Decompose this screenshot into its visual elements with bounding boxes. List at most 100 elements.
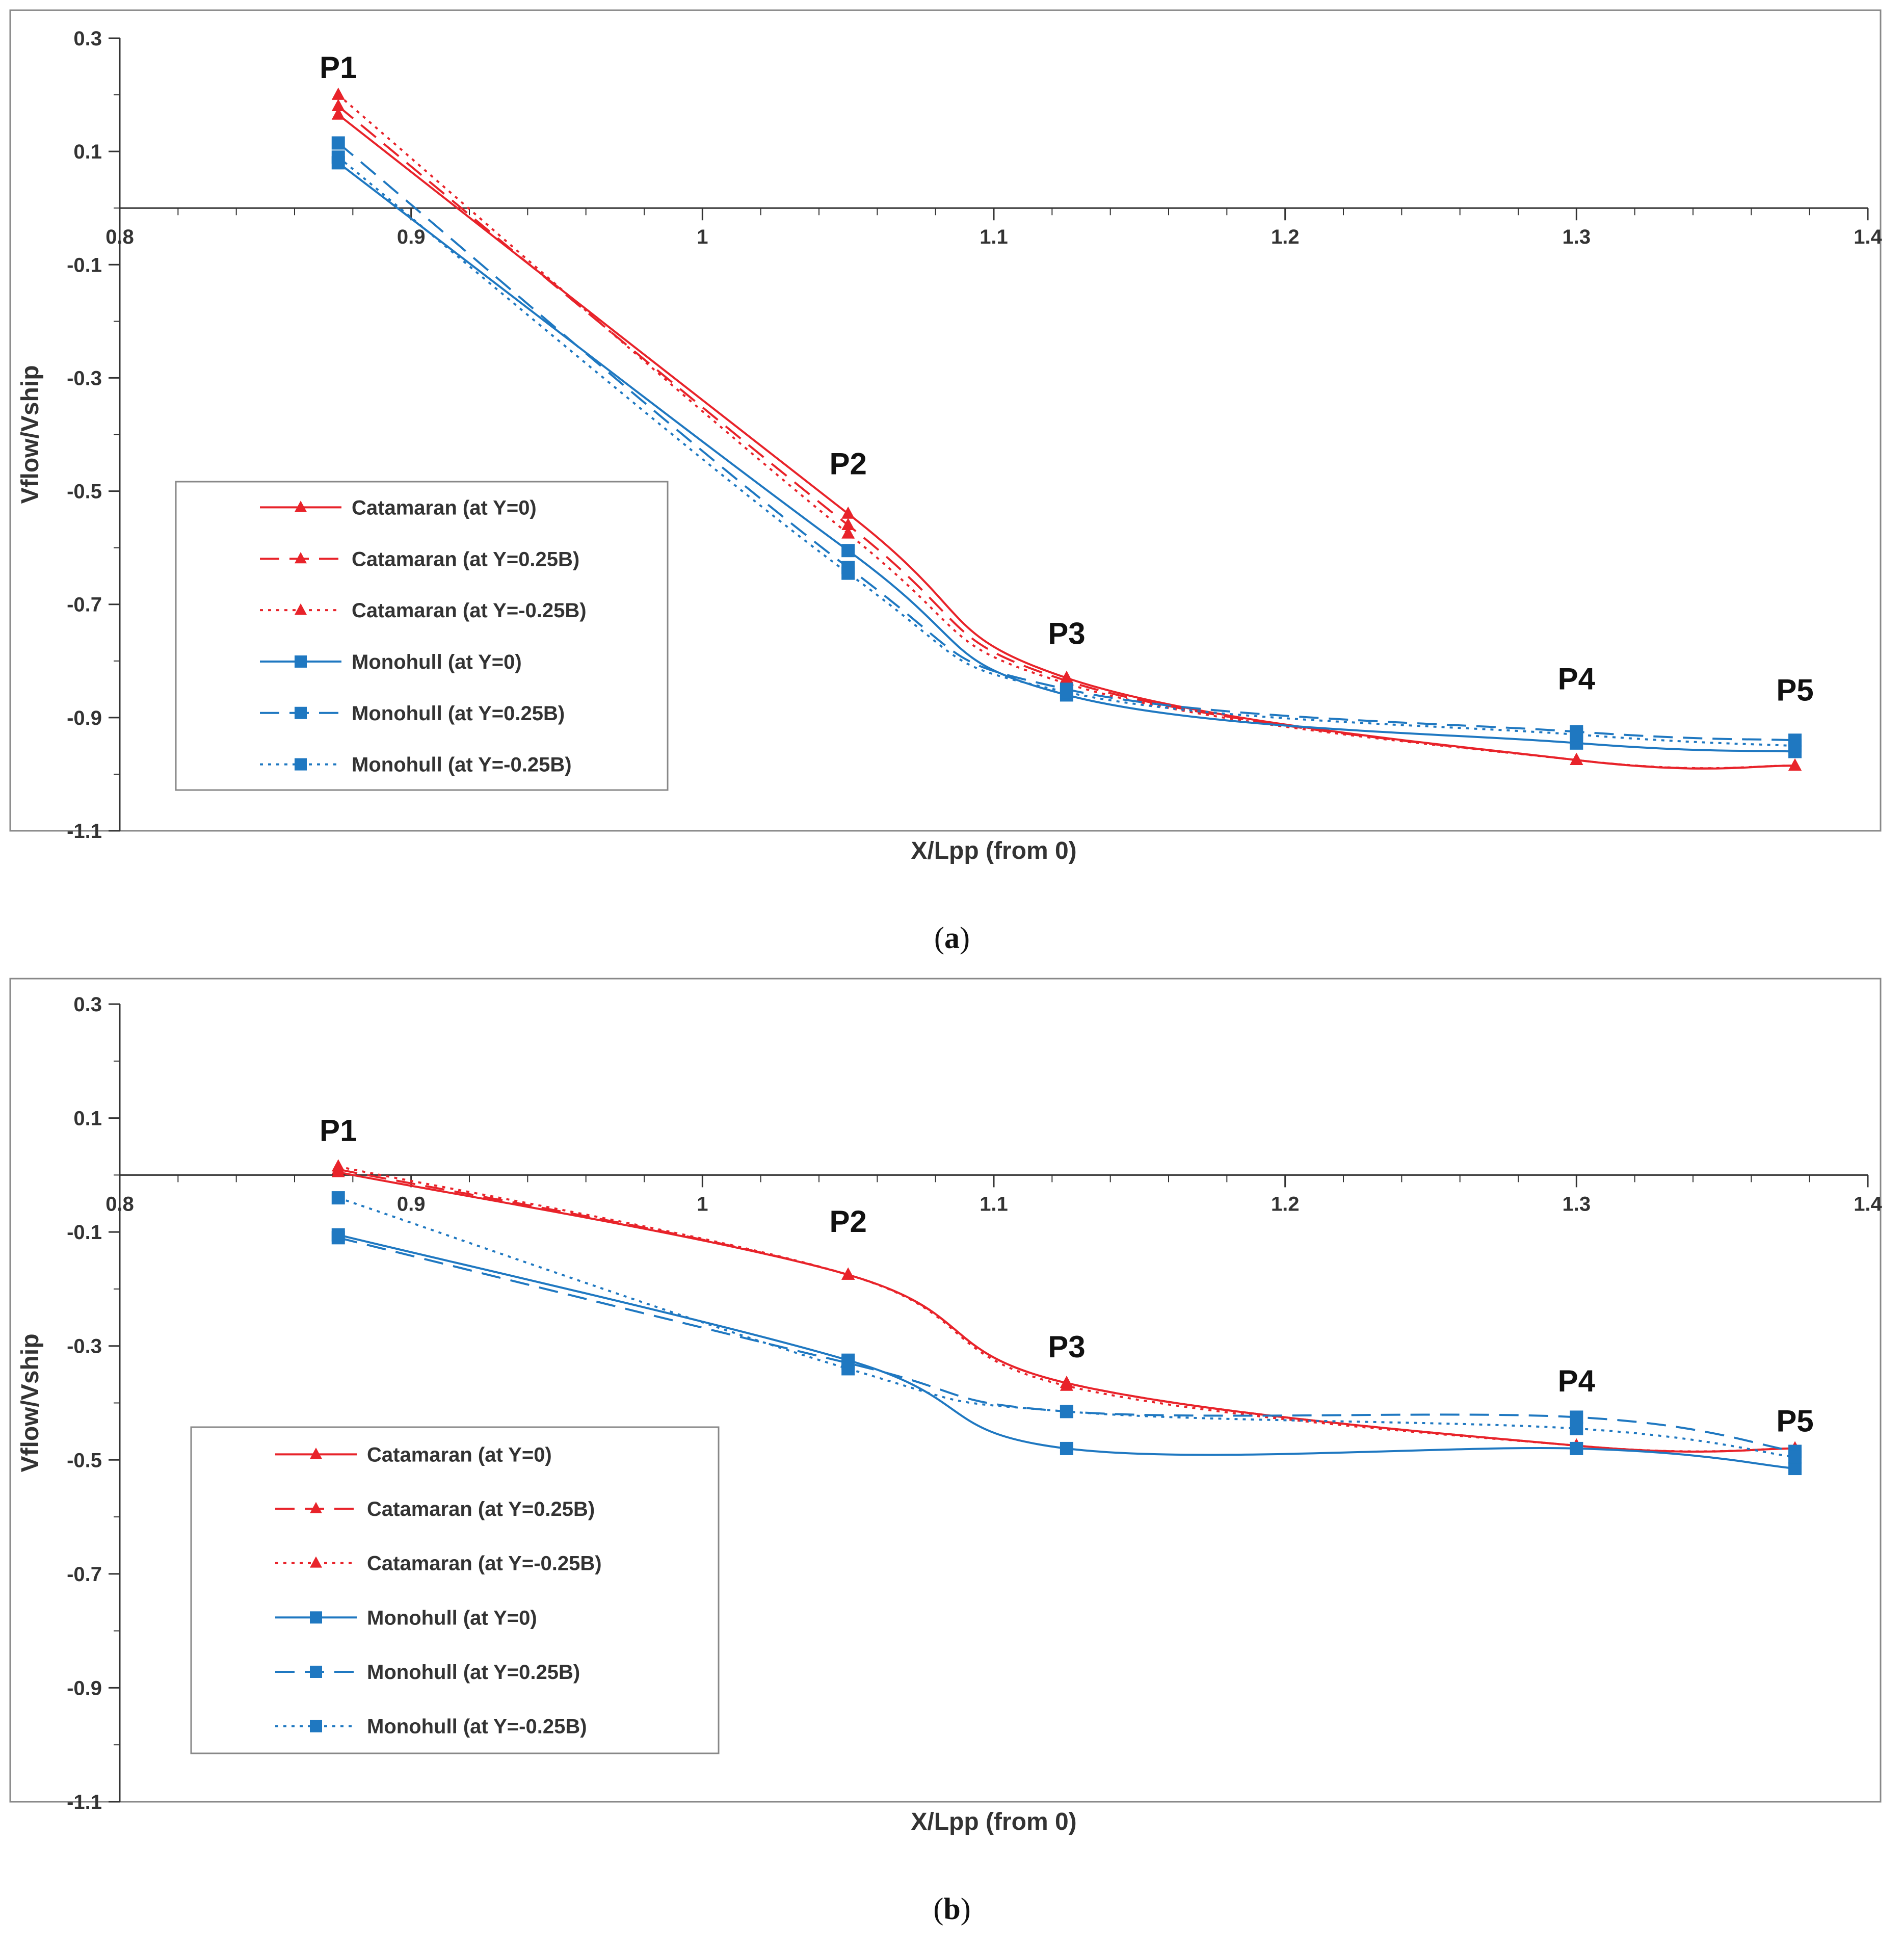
point-label-p4: P4 (1558, 1364, 1596, 1398)
legend-label: Monohull (at Y=0) (352, 651, 522, 673)
y-tick-label: -1.1 (67, 820, 102, 843)
point-label-p5: P5 (1776, 1404, 1813, 1438)
legend-marker (295, 706, 307, 719)
legend-label: Catamaran (at Y=0.25B) (352, 548, 579, 570)
legend-item: Monohull (at Y=0.25B) (260, 702, 565, 725)
series-line (337, 156, 1795, 747)
legend-item: Catamaran (at Y=0.25B) (275, 1498, 595, 1520)
legend-item: Monohull (at Y=0) (260, 651, 522, 673)
legend-marker (310, 1502, 322, 1513)
chart-frame (9, 978, 1882, 1803)
x-tick-label: 1 (697, 226, 708, 248)
legend-item: Catamaran (at Y=-0.25B) (260, 599, 587, 622)
data-point-marker (1788, 1450, 1802, 1464)
legend-label: Monohull (at Y=0.25B) (352, 702, 565, 725)
data-point-marker (1570, 1441, 1583, 1455)
data-point-marker (331, 98, 345, 112)
legend-item: Catamaran (at Y=0) (260, 496, 537, 519)
x-tick-label: 1.4 (1854, 226, 1882, 248)
x-axis-title: X/Lpp (from 0) (911, 837, 1076, 864)
y-tick-label: -0.1 (67, 1221, 102, 1244)
legend-marker (310, 1666, 322, 1678)
series-line (338, 1233, 1795, 1470)
legend-label: Monohull (at Y=-0.25B) (367, 1716, 587, 1738)
data-point-marker (1060, 1441, 1073, 1455)
legend-item: Catamaran (at Y=0) (275, 1443, 552, 1466)
y-axis-title: Vflow/Vship (17, 1333, 44, 1472)
legend-item: Catamaran (at Y=-0.25B) (275, 1553, 602, 1575)
data-point-marker (1060, 1405, 1073, 1418)
legend-marker (310, 1720, 322, 1732)
point-label-p3: P3 (1048, 616, 1085, 650)
data-point-marker (331, 87, 345, 100)
data-point-marker (841, 1267, 855, 1280)
point-label-p4: P4 (1558, 662, 1596, 696)
legend-marker (295, 758, 307, 771)
legend-label: Catamaran (at Y=0) (352, 496, 537, 519)
legend-marker (310, 1611, 322, 1624)
data-point-marker (841, 1362, 855, 1376)
y-tick-label: 0.1 (73, 1108, 102, 1130)
x-tick-label: 1.4 (1854, 1193, 1882, 1215)
legend-marker (295, 655, 307, 668)
series-line (337, 114, 1795, 770)
panel-caption-a: (a) (934, 921, 970, 955)
series-monohull-dotted (331, 1191, 1802, 1464)
data-point-marker (1788, 739, 1802, 753)
point-label-p3: P3 (1048, 1330, 1085, 1364)
panel-letter: b (943, 1892, 960, 1926)
y-tick-label: 0.1 (73, 141, 102, 163)
legend-label: Catamaran (at Y=-0.25B) (367, 1553, 602, 1575)
y-tick-label: -0.5 (67, 1449, 102, 1471)
y-tick-label: 0.3 (73, 28, 102, 50)
legend-marker (295, 501, 307, 512)
chart-panel-b: 0.3 0.1 -0.1 -0.3 -0.5 -0.7 -0.9 -1.1 0.8 0.9 1 1.1… (9, 978, 1883, 1835)
legend-item: Monohull (at Y=0) (275, 1607, 537, 1629)
series-line (337, 142, 1795, 742)
x-tick-label: 1.2 (1271, 226, 1300, 248)
legend-item: Monohull (at Y=0.25B) (275, 1661, 580, 1684)
data-point-marker (1060, 685, 1073, 699)
legend-label: Monohull (at Y=0.25B) (367, 1661, 580, 1684)
x-tick-label: 1.3 (1563, 1193, 1591, 1215)
y-tick-label: 0.3 (73, 993, 102, 1016)
x-tick-label: 0.8 (105, 1193, 134, 1215)
legend-label: Monohull (at Y=-0.25B) (352, 754, 572, 776)
data-point-marker (841, 544, 855, 558)
x-tick-label: 1 (697, 1193, 708, 1215)
legend-box (175, 481, 669, 791)
x-tick-label: 1.1 (980, 226, 1008, 248)
point-label-p1: P1 (320, 50, 357, 85)
series-monohull-dotted (331, 150, 1802, 753)
chart-frame (9, 9, 1882, 832)
legend-box (190, 1426, 720, 1754)
point-label-p2: P2 (829, 1204, 866, 1239)
y-tick-label: -0.7 (67, 1563, 102, 1586)
data-point-marker (331, 1159, 345, 1172)
legend-label: Monohull (at Y=0) (367, 1607, 537, 1629)
legend-label: Catamaran (at Y=0.25B) (367, 1498, 595, 1520)
y-tick-label: -0.9 (67, 1677, 102, 1699)
y-tick-label: -1.1 (67, 1791, 102, 1813)
point-label-p5: P5 (1776, 673, 1813, 707)
data-point-marker (331, 150, 345, 164)
legend: Catamaran (at Y=0) Catamaran (at Y=0.25B)… (175, 481, 669, 791)
data-point-marker (331, 136, 345, 150)
data-point-marker (1788, 758, 1802, 771)
legend-item: Monohull (at Y=-0.25B) (260, 754, 572, 776)
x-tick-label: 1.2 (1271, 1193, 1300, 1215)
legend-item: Catamaran (at Y=0.25B) (260, 548, 579, 570)
data-point-marker (841, 517, 855, 530)
legend: Catamaran (at Y=0) Catamaran (at Y=0.25B)… (190, 1426, 720, 1754)
point-label-p1: P1 (320, 1113, 357, 1147)
point-label-p2: P2 (829, 446, 866, 481)
legend-item: Monohull (at Y=-0.25B) (275, 1716, 587, 1738)
series-line (338, 1237, 1795, 1453)
x-tick-label: 0.8 (105, 226, 134, 248)
chart-panel-a: 0.3 0.1 -0.1 -0.3 -0.5 -0.7 -0.9 -1.1 0.8 0.9 1 1.1… (9, 9, 1883, 864)
data-point-marker (1060, 1378, 1073, 1391)
y-tick-label: -0.3 (67, 1335, 102, 1358)
x-tick-label: 1.3 (1563, 226, 1591, 248)
x-tick-label: 1.1 (980, 1193, 1008, 1215)
